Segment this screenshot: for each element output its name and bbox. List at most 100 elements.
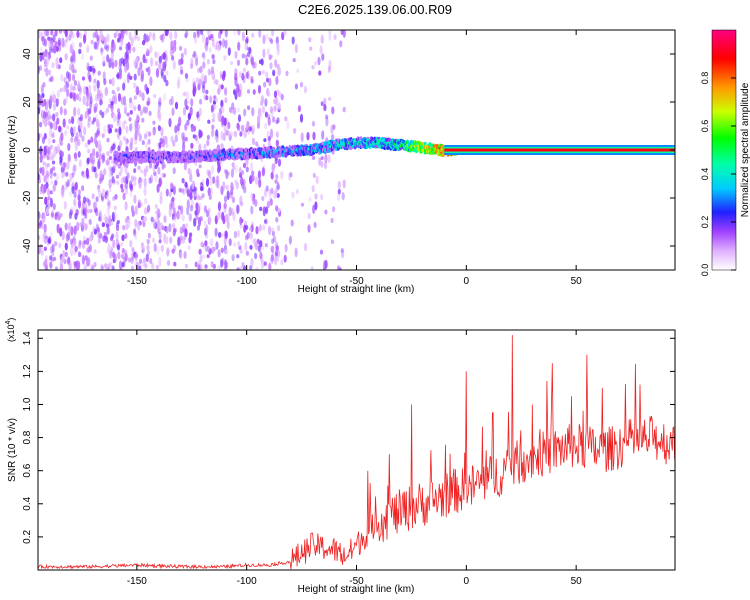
noise-cell <box>138 258 143 264</box>
noise-cell <box>271 238 275 245</box>
noise-cell <box>264 206 269 214</box>
noise-cell <box>129 97 133 104</box>
noise-cell <box>75 93 80 101</box>
noise-cell <box>56 144 61 154</box>
noise-cell <box>201 52 205 58</box>
noise-cell <box>190 98 194 107</box>
noise-cell <box>195 77 200 84</box>
noise-cell <box>179 251 183 260</box>
ridge-cell <box>122 159 126 164</box>
noise-cell <box>155 215 160 225</box>
noise-cell <box>102 60 106 67</box>
noise-cell <box>42 82 46 88</box>
noise-cell <box>223 195 228 203</box>
noise-cell <box>236 254 240 259</box>
noise-cell <box>165 225 169 234</box>
noise-cell <box>115 231 119 242</box>
noise-cell <box>116 73 120 79</box>
noise-cell <box>255 226 259 235</box>
noise-cell <box>314 201 318 211</box>
noise-cell <box>67 143 71 151</box>
noise-cell <box>311 65 315 70</box>
noise-cell <box>108 170 112 178</box>
noise-cell <box>96 80 100 89</box>
noise-cell <box>119 46 123 51</box>
noise-cell <box>92 226 96 233</box>
noise-cell <box>66 88 70 98</box>
noise-cell <box>226 213 230 224</box>
noise-cell <box>214 215 218 225</box>
ridge-cell <box>134 160 138 164</box>
noise-cell <box>44 48 48 58</box>
noise-cell <box>260 259 265 269</box>
noise-cell <box>190 58 194 66</box>
noise-cell <box>208 194 212 200</box>
noise-cell <box>127 218 131 229</box>
noise-cell <box>218 211 222 219</box>
noise-cell <box>321 130 325 140</box>
noise-cell <box>261 167 265 177</box>
noise-cell <box>237 241 241 247</box>
noise-cell <box>220 247 224 254</box>
noise-cell <box>289 172 293 178</box>
noise-cell <box>211 70 215 79</box>
y-tick-label: 0.2 <box>22 530 33 544</box>
noise-cell <box>99 216 103 223</box>
noise-cell <box>265 217 269 226</box>
noise-cell <box>264 122 268 130</box>
noise-cell <box>238 71 242 78</box>
noise-cell <box>61 163 65 173</box>
noise-cell <box>147 138 151 145</box>
noise-cell <box>296 68 300 74</box>
noise-cell <box>250 193 254 201</box>
noise-cell <box>271 227 275 233</box>
colorbar-tick-label: 0.6 <box>700 120 710 133</box>
noise-cell <box>59 87 63 93</box>
noise-cell <box>122 82 126 91</box>
noise-cell <box>151 262 155 269</box>
noise-cell <box>87 118 91 126</box>
noise-cell <box>256 121 261 129</box>
noise-cell <box>62 118 66 128</box>
noise-cell <box>99 99 103 105</box>
noise-cell <box>284 116 288 122</box>
noise-cell <box>41 51 45 61</box>
noise-cell <box>177 212 182 220</box>
noise-cell <box>148 131 152 137</box>
noise-cell <box>46 163 50 167</box>
ridge-cell <box>236 156 239 160</box>
noise-cell <box>183 162 187 171</box>
noise-cell <box>148 177 152 184</box>
noise-cell <box>103 125 107 134</box>
noise-cell <box>239 249 243 254</box>
noise-cell <box>277 250 281 258</box>
noise-cell <box>93 249 97 254</box>
noise-cell <box>244 241 248 252</box>
noise-cell <box>157 211 161 218</box>
noise-cell <box>145 253 149 263</box>
noise-cell <box>295 189 299 195</box>
noise-cell <box>165 79 169 87</box>
noise-cell <box>39 146 43 156</box>
noise-cell <box>95 208 99 217</box>
noise-cell <box>189 106 193 116</box>
noise-cell <box>276 68 281 77</box>
noise-cell <box>72 235 76 241</box>
noise-cell <box>98 89 102 98</box>
noise-cell <box>268 77 272 87</box>
noise-cell <box>189 204 194 212</box>
noise-cell <box>211 124 215 130</box>
noise-cell <box>268 262 272 270</box>
noise-cell <box>41 100 45 108</box>
noise-cell <box>69 30 73 39</box>
noise-cell <box>257 173 261 179</box>
noise-cell <box>105 236 109 242</box>
noise-cell <box>144 207 148 215</box>
noise-cell <box>308 37 312 43</box>
noise-cell <box>166 247 170 257</box>
noise-cell <box>313 221 317 228</box>
noise-cell <box>270 187 274 195</box>
noise-cell <box>328 96 332 101</box>
noise-cell <box>133 73 137 81</box>
